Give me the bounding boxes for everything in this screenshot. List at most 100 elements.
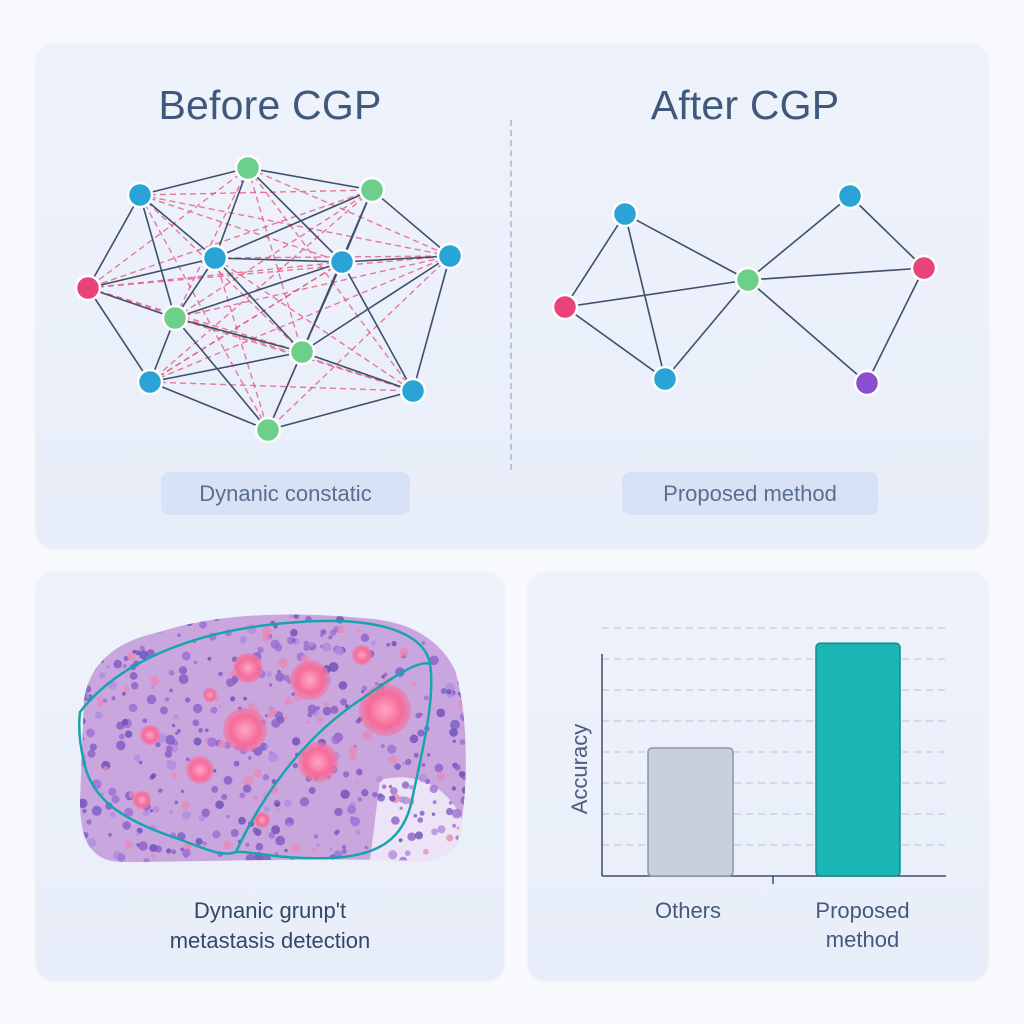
tissue-cell <box>308 786 316 795</box>
graph-node <box>651 365 679 393</box>
tissue-cell <box>82 808 87 814</box>
dense-edge <box>267 255 451 431</box>
tissue-cell <box>322 642 332 652</box>
tissue-cell <box>357 629 361 633</box>
tissue-cell <box>261 855 272 862</box>
tissue-cell <box>316 706 320 710</box>
tissue-cell <box>432 800 437 805</box>
before-cgp-title: Before CGP <box>158 82 382 128</box>
tissue-cell <box>113 659 122 669</box>
tumor-focus <box>133 791 151 809</box>
graph-node <box>734 266 762 294</box>
panel-divider <box>510 120 512 470</box>
tissue-cell <box>334 807 343 817</box>
tissue-cell <box>169 688 174 693</box>
tissue-cell <box>461 786 466 795</box>
tissue-cell <box>86 838 97 848</box>
tissue-cell <box>85 645 94 654</box>
tumor-focus <box>290 660 330 700</box>
tissue-cell <box>133 754 141 762</box>
tissue-cell <box>388 754 398 764</box>
tissue-cell <box>146 694 157 705</box>
tissue-cell <box>454 764 461 771</box>
tissue-cell <box>421 641 426 645</box>
tissue-cell <box>463 845 466 852</box>
tumor-focus <box>223 708 267 752</box>
tissue-cell <box>448 608 453 613</box>
graph-node <box>436 242 464 270</box>
tissue-cell <box>361 685 368 691</box>
tissue-cell <box>165 745 173 752</box>
tissue-cell <box>381 675 385 679</box>
graph-edge <box>214 257 343 263</box>
tissue-cell <box>374 682 379 686</box>
bar-others <box>647 747 734 877</box>
tissue-cell <box>340 789 350 799</box>
tissue-cell <box>286 636 295 645</box>
graph-edge <box>849 195 925 269</box>
tissue-cell <box>252 827 259 834</box>
tissue-cell <box>218 740 227 749</box>
graph-node <box>201 244 229 272</box>
tissue-cell <box>467 663 473 669</box>
tissue-cell <box>336 615 344 624</box>
tissue-cell <box>456 826 460 830</box>
tissue-cell <box>149 676 160 686</box>
tissue-cell <box>458 653 462 658</box>
graph-edge <box>664 279 749 380</box>
tissue-cell <box>253 795 259 802</box>
accuracy-bar-chart <box>601 627 946 884</box>
tissue-cell <box>259 742 268 751</box>
tissue-cell <box>289 614 294 619</box>
tissue-cell <box>391 640 397 647</box>
tissue-cell <box>226 678 235 687</box>
before-graph-nodes <box>74 154 464 444</box>
tissue-cell <box>262 633 271 642</box>
tissue-cell <box>424 615 430 621</box>
graph-node <box>126 181 154 209</box>
tissue-cell <box>404 850 411 857</box>
tissue-cell <box>160 706 168 715</box>
tissue-cell <box>264 714 268 718</box>
tissue-cell <box>347 804 357 814</box>
tissue-cell <box>169 810 174 815</box>
tissue-caption-line-2: metastasis detection <box>169 928 371 953</box>
tissue-cell <box>329 863 333 867</box>
tissue-cell <box>388 784 393 789</box>
tissue-cell <box>138 841 148 851</box>
tissue-cell <box>108 787 117 796</box>
tissue-cell <box>139 650 148 660</box>
tissue-cell <box>364 846 368 850</box>
tissue-cell <box>152 806 160 813</box>
dense-edge <box>87 255 451 289</box>
tissue-cell <box>228 671 234 677</box>
graph-edge <box>149 381 269 431</box>
tissue-cell <box>83 670 88 675</box>
graph-edge <box>866 267 925 384</box>
tissue-cell <box>178 674 189 684</box>
graph-edge <box>412 255 451 392</box>
tissue-cell <box>293 614 299 619</box>
tissue-cell <box>323 702 329 707</box>
graph-node <box>234 154 262 182</box>
tissue-cell <box>81 657 85 662</box>
tissue-cell <box>360 633 370 642</box>
tissue-cell <box>102 622 109 628</box>
tissue-cell <box>82 614 89 621</box>
tissue-cell <box>100 659 105 664</box>
dense-edge <box>87 189 373 289</box>
tissue-cell <box>401 796 410 805</box>
tissue-cell <box>215 800 224 809</box>
tissue-cell <box>180 801 190 810</box>
tissue-cell <box>129 672 138 680</box>
tissue-cell <box>458 770 465 778</box>
tissue-cell <box>261 626 272 636</box>
bar-proposed-method <box>815 642 901 877</box>
tissue-cell <box>117 853 126 862</box>
tissue-cell <box>207 615 211 619</box>
tissue-cell <box>385 614 394 619</box>
graph-node <box>161 304 189 332</box>
tissue-cell <box>143 618 154 628</box>
tumor-focus <box>233 653 263 683</box>
tissue-cell <box>181 651 191 661</box>
